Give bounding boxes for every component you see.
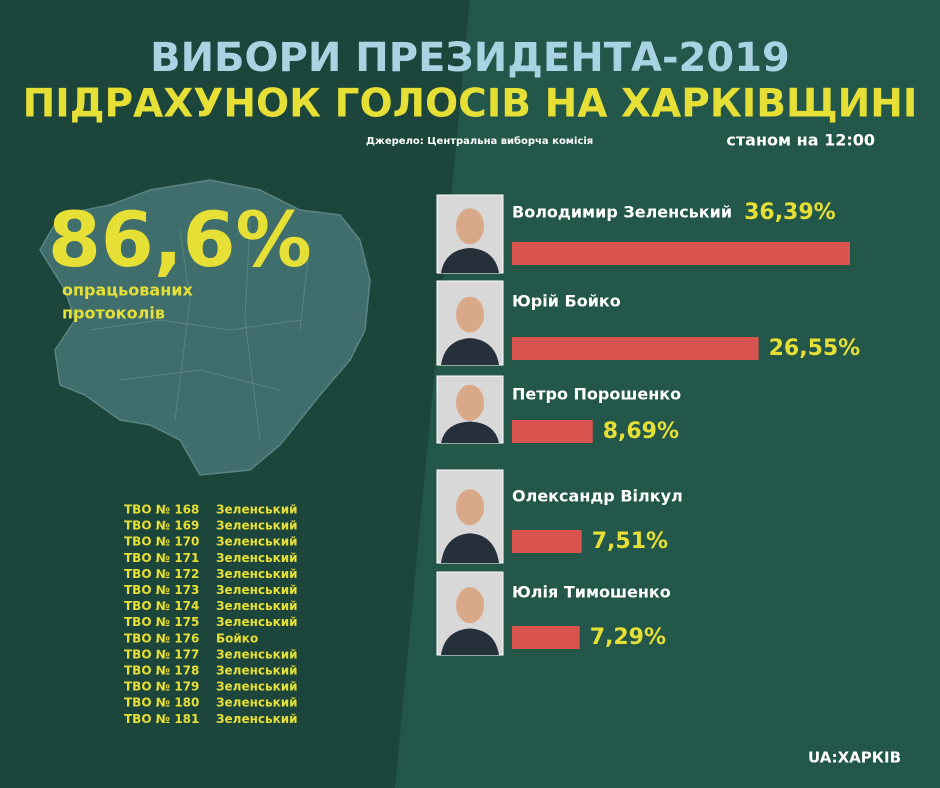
candidate-photo xyxy=(436,571,504,656)
district-winner: Зеленський xyxy=(216,599,298,613)
bar xyxy=(512,626,580,649)
district-number: ТВО № 171 xyxy=(124,551,199,565)
bar xyxy=(512,242,850,265)
summary-caption: протоколів xyxy=(62,304,165,323)
value-label: 26,55% xyxy=(769,336,861,361)
district-winner: Зеленський xyxy=(216,535,298,549)
district-number: ТВО № 181 xyxy=(124,712,199,726)
district-borders xyxy=(89,219,311,441)
district-number: ТВО № 173 xyxy=(124,583,199,597)
candidate-photo xyxy=(436,280,504,366)
region-map xyxy=(39,179,371,476)
district-winner: Зеленський xyxy=(216,680,298,694)
district-winner: Зеленський xyxy=(216,712,298,726)
district-winner: Зеленський xyxy=(216,551,298,565)
photo-body xyxy=(441,421,499,443)
bar xyxy=(512,337,759,360)
bar xyxy=(512,530,582,553)
right-panel xyxy=(395,0,940,788)
photo-face xyxy=(456,587,484,624)
district-number: ТВО № 175 xyxy=(124,615,199,629)
district-winner: Зеленський xyxy=(216,664,298,678)
value-label: 8,69% xyxy=(603,419,679,444)
district-number: ТВО № 174 xyxy=(124,599,199,613)
source: Джерело: Центральна виборча комісія xyxy=(366,135,593,147)
candidate-name: Юрій Бойко xyxy=(512,292,621,311)
bar xyxy=(512,420,593,443)
district-number: ТВО № 180 xyxy=(124,696,199,710)
photo-face xyxy=(456,489,484,526)
logo: UA:ХАРКІВ xyxy=(808,749,901,767)
district-number: ТВО № 177 xyxy=(124,647,199,661)
district-number: ТВО № 168 xyxy=(124,503,199,517)
value-label: 7,51% xyxy=(592,529,668,554)
photo-body xyxy=(441,533,499,563)
photo-body xyxy=(441,248,499,273)
candidate-photo xyxy=(436,194,504,274)
photo-body xyxy=(441,338,499,365)
district-winner: Зеленський xyxy=(216,583,298,597)
candidate-name: Юлія Тимошенко xyxy=(512,583,671,602)
photo-body xyxy=(441,628,499,655)
value-label: 7,29% xyxy=(590,625,666,650)
as-of: станом на 12:00 xyxy=(726,131,875,150)
candidate-photo xyxy=(436,469,504,564)
district-winner: Зеленський xyxy=(216,647,298,661)
subtitle: ПІДРАХУНОК ГОЛОСІВ НА ХАРКІВЩИНІ xyxy=(23,82,918,127)
district-winner: Зеленський xyxy=(216,696,298,710)
district-winner: Бойко xyxy=(216,631,258,645)
candidate-name: Олександр Вілкул xyxy=(512,487,683,506)
summary-value: 86,6% xyxy=(48,195,312,284)
district-number: ТВО № 179 xyxy=(124,680,199,694)
photo-face xyxy=(456,384,484,421)
district-winner: Зеленський xyxy=(216,519,298,533)
district-number: ТВО № 176 xyxy=(124,631,199,645)
title: ВИБОРИ ПРЕЗИДЕНТА-2019 xyxy=(150,35,790,81)
candidate-photo xyxy=(436,375,504,444)
district-winner: Зеленський xyxy=(216,503,298,517)
district-winner: Зеленський xyxy=(216,615,298,629)
district-number: ТВО № 170 xyxy=(124,535,199,549)
district-number: ТВО № 172 xyxy=(124,567,199,581)
candidate-name: Петро Порошенко xyxy=(512,385,681,404)
district-winner: Зеленський xyxy=(216,567,298,581)
district-number: ТВО № 169 xyxy=(124,519,199,533)
candidate-name: Володимир Зеленський xyxy=(512,203,732,222)
photo-face xyxy=(456,208,484,245)
value-label: 36,39% xyxy=(744,200,836,225)
district-number: ТВО № 178 xyxy=(124,664,199,678)
photo-face xyxy=(456,296,484,333)
summary-caption: опрацьованих xyxy=(62,281,193,300)
